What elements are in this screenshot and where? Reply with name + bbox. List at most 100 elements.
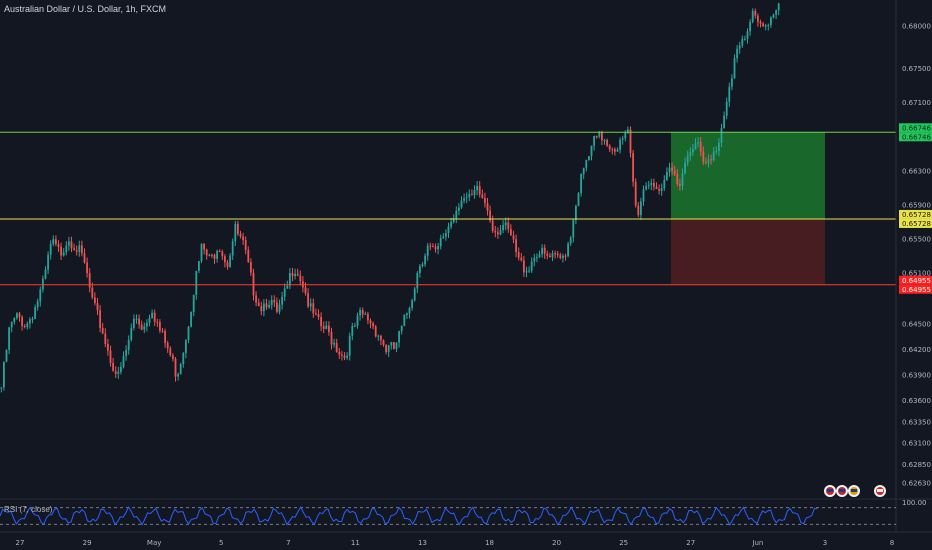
flag-icon[interactable] [824,485,836,497]
flag-icon[interactable] [874,485,886,497]
candle-body [255,295,258,303]
candle-body [694,143,697,150]
candle-body [613,149,616,152]
sl-price-tag [899,275,932,285]
candle-body [603,139,606,141]
candle-body [140,324,143,330]
candle-body [577,193,580,206]
candle-body [530,261,533,271]
candle-body [429,245,432,247]
candle-body [754,10,757,16]
flag-icon[interactable] [836,485,848,497]
price-tick-label: 0.63900 [902,372,931,380]
tp-price-tag-label: 0.66746 [902,133,931,141]
candle-body [426,245,429,256]
candle-body [515,239,518,253]
candle-body [712,151,715,160]
candle-body [759,21,762,24]
candle-body [658,188,661,191]
candle-body [639,201,642,216]
profit-zone[interactable] [671,132,825,219]
chart-title[interactable]: Australian Dollar / U.S. Dollar, 1h, FXC… [4,4,167,14]
candle-body [725,101,728,116]
candle-body [166,343,169,349]
candle-body [629,129,632,154]
candle-body [457,207,460,211]
candle-body [236,223,239,234]
candle-body [366,313,369,321]
candle-body [567,243,570,256]
candle-body [41,278,44,290]
candle-body [611,149,614,151]
tp-price-tag [899,132,932,142]
candle-body [717,142,720,152]
candle-body [525,271,528,273]
candle-body [486,203,489,211]
candle-body [322,326,325,330]
candle-body [208,254,211,256]
candle-body [619,139,622,150]
candle-body [663,179,666,189]
candle-body [416,272,419,289]
candle-body [26,323,29,328]
candle-body [439,238,442,247]
candle-body [473,190,476,196]
candle-body [585,160,588,169]
candle-body [330,332,333,345]
chart-icons[interactable] [822,484,894,498]
candle-body [291,273,294,277]
candle-body [34,307,37,320]
candle-body [772,14,775,18]
candle-body [117,371,120,374]
time-tick-label: 3 [823,539,827,547]
candle-body [616,149,619,152]
price-tick-label: 0.62850 [902,461,931,469]
candle-body [543,247,546,254]
candle-body [44,269,47,279]
candle-body [18,313,21,317]
candle-body [96,303,99,311]
candle-body [655,186,658,189]
candle-body [275,302,278,312]
price-tick-label: 0.65900 [902,201,931,209]
candle-body [398,331,401,343]
candle-body [101,327,104,334]
time-axis[interactable]: 27 29 May 5 7 11 13 18 20 25 27 Jun 3 8 [16,539,895,547]
candle-body [528,270,531,272]
loss-zone[interactable] [671,218,825,285]
candle-body [476,186,479,191]
flag-icon[interactable] [848,485,860,497]
candle-body [637,205,640,216]
candle-body [385,344,388,353]
candle-body [587,156,590,161]
candle-body [496,232,499,235]
candle-body [736,48,739,59]
candle-body [273,300,276,303]
candle-body [184,340,187,354]
candle-body [75,250,78,252]
candle-body [122,356,125,367]
time-tick-label: 27 [686,539,695,547]
candle-body [112,363,115,372]
price-tick-label: 0.66300 [902,167,931,175]
candle-body [127,339,130,350]
candle-body [444,233,447,237]
candle-body [520,257,523,261]
candle-body [343,355,346,358]
candle-body [70,241,73,249]
price-tick-label: 0.63350 [902,418,931,426]
candle-body [751,10,754,23]
candle-body [335,342,338,352]
candle-body [387,345,390,353]
price-tick-label: 0.67500 [902,65,931,73]
price-axis[interactable]: 0.680000.675000.671000.667000.663000.659… [895,0,931,532]
candle-body [413,288,416,301]
rsi-title[interactable]: RSI (7, close) [4,505,53,514]
candle-body [684,162,687,174]
time-tick-label: 29 [83,539,92,547]
candle-body [54,239,57,245]
candle-body [746,31,749,39]
candle-body [218,251,221,253]
candle-body [470,194,473,196]
